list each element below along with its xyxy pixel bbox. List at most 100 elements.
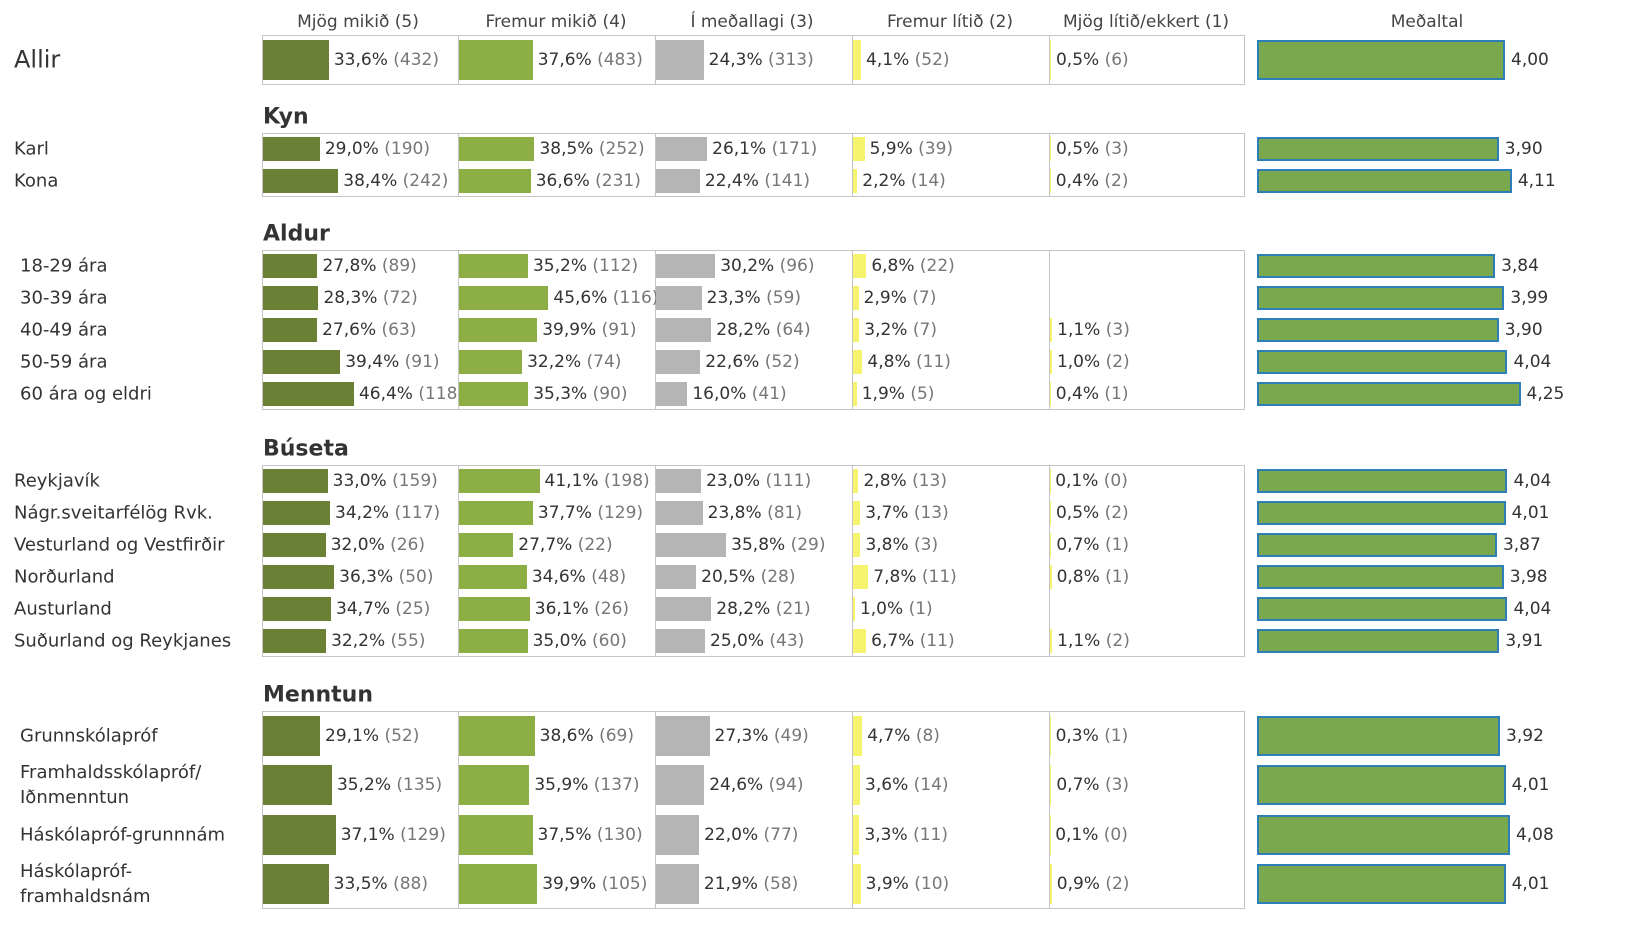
count-label: (116) (612, 288, 659, 308)
percent-label: 38,6% (539, 725, 594, 746)
group-box (262, 465, 1245, 657)
count-label: (64) (775, 320, 811, 340)
percent-label: 37,5% (537, 824, 592, 845)
count-label: (2) (1105, 352, 1130, 372)
column-separator (458, 133, 459, 197)
column-separator (852, 465, 853, 657)
count-label: (1) (1104, 384, 1129, 404)
bar (656, 40, 704, 80)
value-label: 36,6% (231) (536, 171, 641, 191)
bar (1050, 350, 1052, 374)
value-label: 38,4% (242) (343, 171, 448, 191)
column-separator (458, 35, 459, 85)
row-label-text: 18-29 ára (20, 255, 108, 277)
column-separator (655, 133, 656, 197)
bar (1050, 715, 1051, 756)
bar (263, 765, 332, 806)
bar (263, 382, 354, 406)
percent-label: 33,0% (332, 471, 387, 491)
percent-label: 6,8% (871, 256, 915, 276)
value-label: 27,8% (89) (322, 256, 416, 276)
count-label: (74) (586, 352, 622, 372)
percent-label: 1,9% (861, 384, 905, 404)
value-label: 0,5% (3) (1056, 139, 1129, 159)
count-label: (10) (914, 874, 950, 895)
mean-label: 4,04 (1513, 471, 1551, 491)
group-box (262, 711, 1245, 909)
group-title-text: Aldur (263, 221, 330, 247)
row-label: 60 ára og eldri (20, 382, 255, 407)
bar (1050, 864, 1052, 905)
count-label: (3) (1104, 775, 1130, 796)
value-label: 39,9% (105) (542, 874, 647, 894)
value-label: 0,7% (1) (1056, 535, 1129, 555)
bar (656, 814, 700, 855)
mean-label-text: 4,04 (1513, 471, 1552, 491)
bar (656, 286, 702, 310)
value-label: 27,6% (63) (322, 320, 416, 340)
count-label: (55) (390, 631, 426, 651)
value-label: 33,6% (432) (334, 50, 439, 70)
percent-label: 23,0% (706, 471, 761, 491)
value-label: 38,6% (69) (540, 726, 634, 746)
bar (656, 254, 716, 278)
mean-header-text: Meðaltal (1390, 12, 1464, 32)
bar (1050, 137, 1051, 161)
column-header-text: Fremur mikið (4) (485, 12, 627, 32)
mean-label: 3,98 (1510, 567, 1548, 587)
bar (459, 254, 528, 278)
row-label-text: Nágr.sveitarfélög Rvk. (14, 502, 213, 524)
column-separator (655, 711, 656, 909)
count-label: (11) (919, 631, 955, 651)
value-label: 0,1% (0) (1055, 825, 1128, 845)
percent-label: 32,2% (331, 631, 386, 651)
value-label: 35,3% (90) (533, 384, 627, 404)
percent-label: 1,0% (1056, 352, 1101, 372)
count-label: (117) (394, 503, 441, 523)
percent-label: 39,9% (542, 874, 597, 895)
value-label: 35,8% (29) (731, 535, 825, 555)
bar (656, 469, 702, 493)
bar (459, 864, 538, 905)
value-label: 35,0% (60) (533, 631, 627, 651)
count-label: (8) (915, 725, 940, 746)
count-label: (483) (597, 50, 643, 70)
bar (1050, 40, 1051, 80)
mean-label-text: 3,99 (1510, 288, 1549, 308)
column-header: Fremur mikið (4) (485, 12, 626, 32)
mean-label: 4,11 (1518, 171, 1556, 191)
row-label: Norðurland (14, 565, 249, 590)
bar (656, 629, 705, 653)
bar (853, 40, 862, 80)
mean-bar (1257, 286, 1505, 310)
percent-label: 7,8% (873, 567, 917, 587)
bar (853, 715, 863, 756)
percent-label: 27,7% (518, 535, 573, 555)
value-label: 7,8% (11) (873, 567, 957, 587)
value-label: 20,5% (28) (701, 567, 795, 587)
value-label: 0,4% (1) (1056, 384, 1129, 404)
percent-label: 0,5% (1055, 139, 1100, 159)
bar (1050, 501, 1051, 525)
group-title: Búseta (263, 437, 349, 462)
percent-label: 34,7% (336, 599, 391, 619)
mean-bar (1257, 597, 1508, 621)
value-label: 37,7% (129) (538, 503, 643, 523)
row-label-text: 50-59 ára (20, 351, 108, 373)
mean-bar (1257, 169, 1512, 193)
row-label: Kona (14, 169, 249, 194)
row-label-text: Reykjavík (14, 470, 100, 492)
percent-label: 34,2% (335, 503, 390, 523)
value-label: 0,5% (2) (1056, 503, 1129, 523)
value-label: 27,7% (22) (518, 535, 612, 555)
value-label: 32,2% (74) (527, 352, 621, 372)
mean-label-text: 4,04 (1513, 352, 1552, 372)
column-separator (852, 250, 853, 410)
row-label-text: Háskólapróf-framhaldsnám (20, 861, 151, 908)
count-label: (26) (390, 535, 426, 555)
column-header: Fremur lítið (2) (887, 12, 1013, 32)
bar (263, 597, 331, 621)
mean-label: 3,91 (1505, 631, 1543, 651)
value-label: 45,6% (116) (553, 288, 658, 308)
percent-label: 36,3% (339, 567, 394, 587)
